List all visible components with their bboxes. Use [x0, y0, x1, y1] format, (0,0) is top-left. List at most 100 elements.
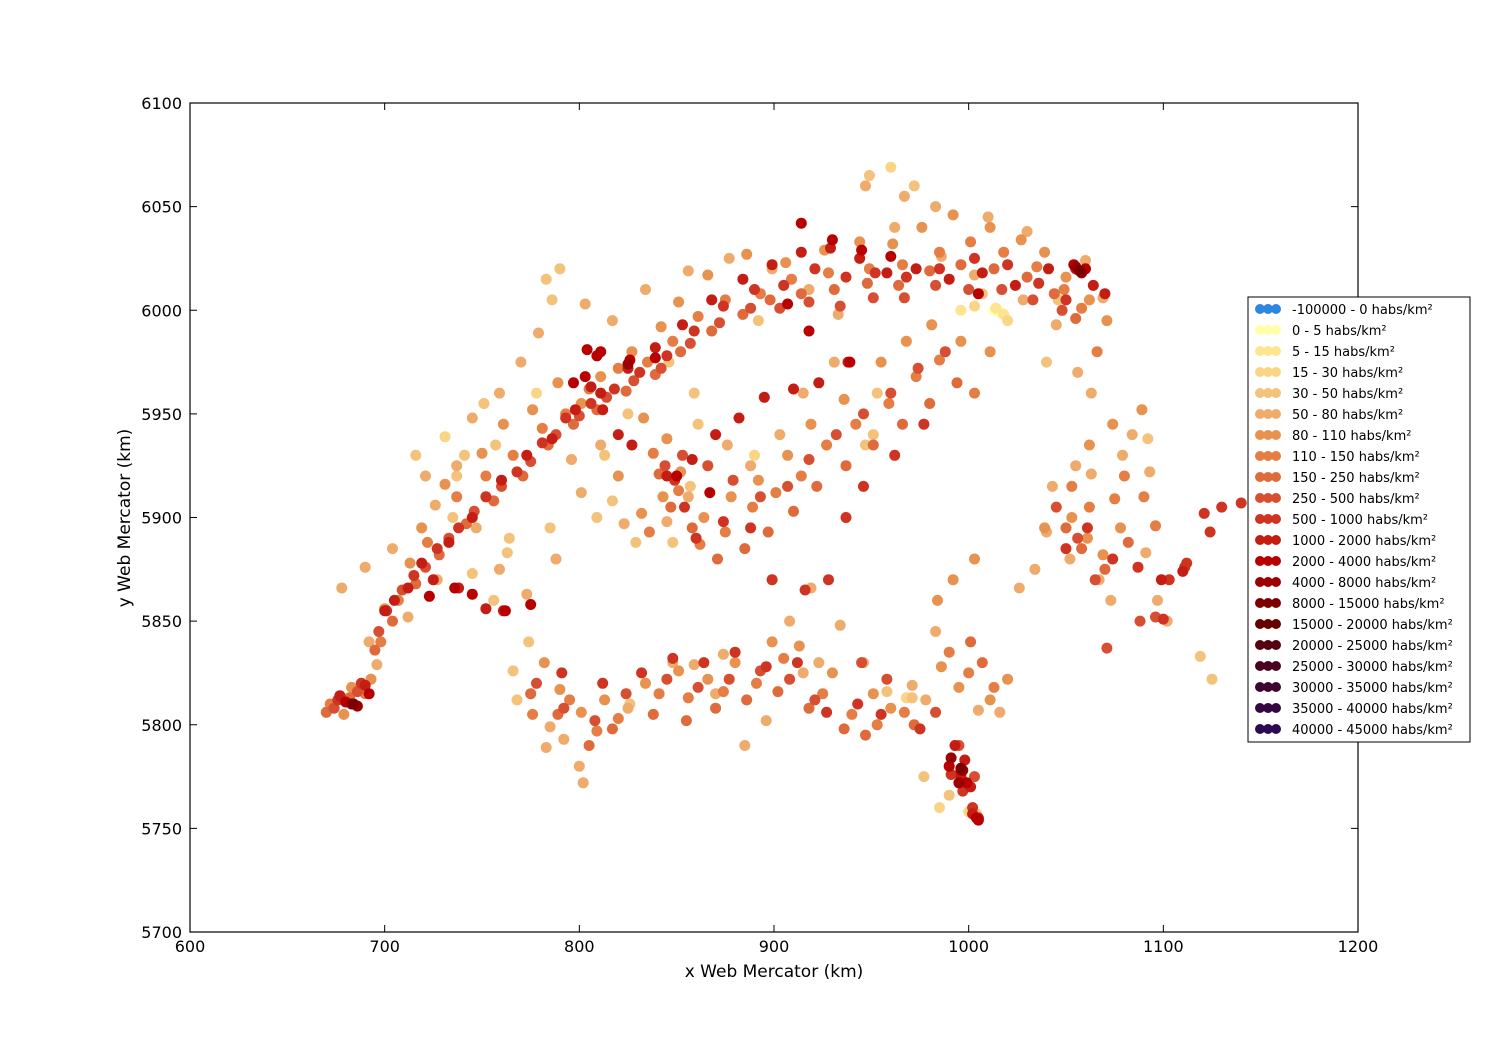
data-point	[924, 265, 936, 277]
data-point	[704, 487, 716, 499]
data-point	[702, 673, 714, 685]
legend-label: 110 - 150 habs/km²	[1292, 450, 1420, 465]
legend-marker	[1263, 514, 1273, 524]
data-point	[453, 522, 465, 534]
data-point	[1194, 650, 1206, 662]
data-point	[900, 271, 912, 283]
legend-marker	[1271, 304, 1281, 314]
data-point	[1029, 563, 1041, 575]
data-point	[359, 679, 371, 691]
data-point	[622, 408, 634, 420]
data-point	[531, 387, 542, 399]
data-point	[741, 694, 753, 706]
data-point	[887, 238, 899, 250]
legend-marker	[1271, 388, 1281, 398]
data-point	[723, 252, 735, 264]
data-point	[803, 325, 815, 337]
data-point	[976, 267, 988, 279]
legend-marker	[1271, 325, 1281, 335]
legend-label: 30 - 50 habs/km²	[1292, 387, 1403, 402]
data-point	[1177, 565, 1189, 577]
legend-marker	[1271, 703, 1281, 713]
data-point	[1115, 522, 1126, 534]
data-point	[710, 429, 722, 441]
data-point	[1013, 582, 1025, 594]
data-point	[988, 263, 1000, 275]
data-point	[889, 221, 901, 233]
legend-marker	[1263, 472, 1273, 482]
data-point	[1081, 522, 1093, 534]
data-point	[408, 570, 420, 581]
data-point	[480, 491, 492, 503]
data-point	[375, 636, 387, 648]
data-point	[961, 777, 973, 789]
legend-marker	[1263, 724, 1273, 734]
data-point	[630, 536, 642, 548]
data-point	[706, 294, 718, 306]
legend-marker	[1263, 661, 1273, 671]
data-point	[583, 740, 595, 751]
legend-label: 15 - 30 habs/km²	[1292, 366, 1403, 381]
data-point	[540, 742, 552, 753]
data-point	[618, 518, 630, 530]
legend-label: 1000 - 2000 habs/km²	[1292, 534, 1436, 549]
data-point	[661, 433, 673, 445]
data-point	[912, 362, 924, 374]
data-point	[564, 694, 576, 706]
data-point	[717, 686, 729, 698]
data-point	[885, 250, 897, 262]
data-point	[595, 346, 607, 358]
data-point	[404, 557, 416, 569]
data-point	[1064, 553, 1076, 565]
legend-marker	[1255, 367, 1265, 377]
data-point	[606, 315, 618, 327]
data-point	[1122, 536, 1134, 548]
data-point	[717, 300, 729, 312]
data-point	[581, 344, 593, 356]
legend-label: 250 - 500 habs/km²	[1292, 492, 1420, 507]
x-axis-label: x Web Mercator (km)	[685, 962, 864, 982]
data-point	[1060, 543, 1072, 555]
legend-marker	[1263, 430, 1273, 440]
data-point	[1157, 613, 1169, 625]
data-point	[622, 358, 634, 370]
data-point	[544, 522, 556, 534]
data-point	[620, 385, 632, 397]
data-point	[1070, 460, 1082, 472]
data-point	[850, 418, 862, 430]
data-point	[675, 346, 687, 358]
legend-box	[1247, 296, 1471, 743]
data-point	[1085, 387, 1097, 399]
data-point	[612, 429, 624, 441]
data-point	[1002, 673, 1014, 685]
data-point	[661, 470, 673, 482]
data-point	[554, 263, 566, 275]
data-point	[934, 354, 945, 366]
data-point	[717, 516, 729, 528]
data-point	[943, 760, 955, 772]
data-point	[612, 470, 624, 482]
data-point	[863, 170, 875, 181]
data-point	[1076, 543, 1088, 555]
data-point	[497, 418, 509, 430]
y-tick-label: 5850	[141, 612, 182, 631]
data-point	[754, 491, 766, 503]
data-point	[690, 532, 702, 544]
data-point	[793, 640, 805, 652]
data-point	[682, 491, 694, 503]
data-point	[1085, 468, 1097, 480]
data-point	[867, 688, 879, 700]
legend-label: 2000 - 4000 habs/km²	[1292, 555, 1436, 570]
data-point	[916, 221, 928, 233]
data-point	[969, 387, 980, 399]
data-point	[817, 688, 829, 700]
data-point	[875, 708, 887, 720]
data-point	[723, 673, 735, 685]
data-point	[427, 574, 439, 586]
legend-marker	[1255, 556, 1265, 566]
data-point	[712, 553, 723, 565]
data-point	[906, 679, 918, 691]
data-point	[647, 708, 659, 720]
data-point	[1109, 493, 1121, 505]
